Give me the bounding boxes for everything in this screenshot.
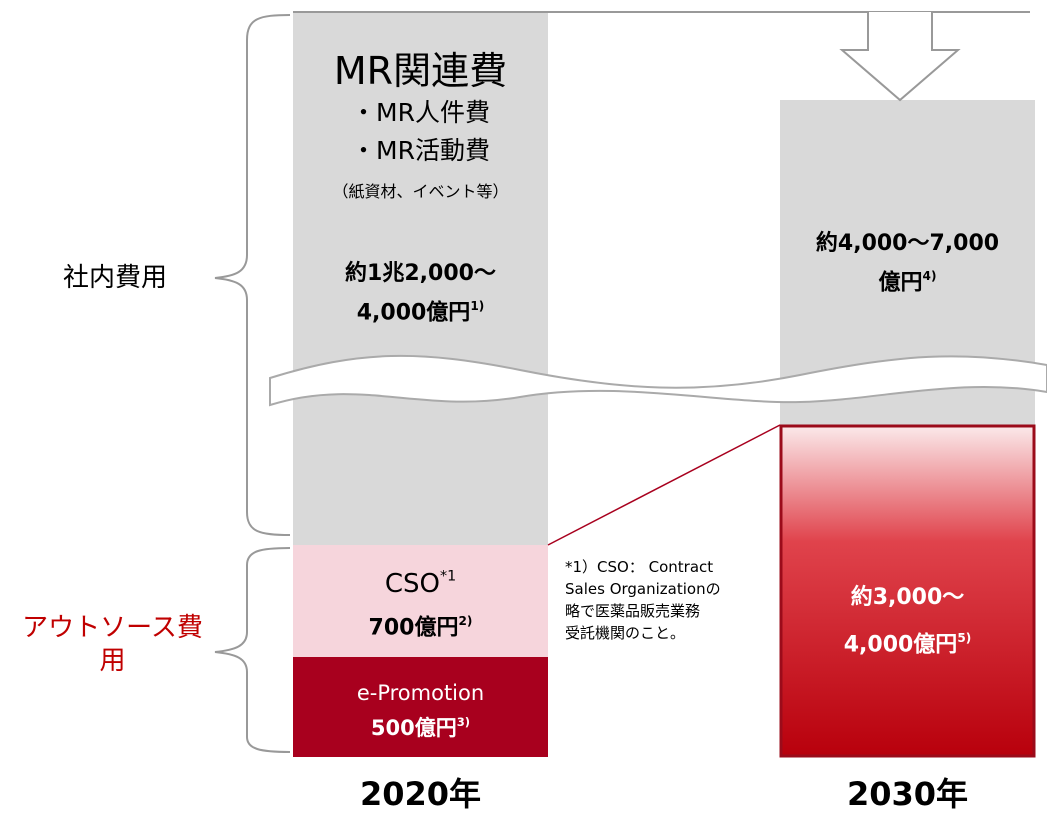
outsource-2030-bar [779,424,1036,758]
footnote-line: 受託機関のこと。 [565,624,686,642]
note: 5) [957,631,972,645]
amount: 約3,000～ 4,000億円5) [780,578,1035,666]
item: ・MR活動費 [351,136,490,165]
amount-line: 4,000億円 [843,632,958,658]
year: 2020年 [359,775,482,813]
note: 2) [458,614,473,628]
amount-line: 約3,000～ [850,585,965,610]
connector [547,424,781,546]
note: 1) [470,299,485,313]
amount: 700億円2) [293,614,548,642]
amount-line: 500億円 [370,716,457,741]
note: 4) [922,269,937,283]
note: *1 [439,568,457,585]
epromo-bar [293,657,548,757]
footnote-line: 略で医薬品販売業務 [565,602,701,620]
amount: 約4,000～7,000 億円4) [780,228,1035,300]
bracket-inhouse [214,14,291,536]
footnote: *1）CSO： Contract Sales Organizationの 略で医… [565,556,775,644]
bracket-outsource [214,547,291,753]
cso-bar [293,545,548,657]
item: ・MR人件費 [351,98,490,127]
amount: 約1兆2,000～ 4,000億円1) [293,258,548,330]
amount-line: 4,000億円 [356,300,471,326]
label-text: CSO [384,569,440,599]
detail: （紙資材、イベント等） [332,182,509,201]
mr-bar [293,12,548,545]
amount-line: 億円 [878,270,923,296]
down-arrow [839,12,961,102]
bracket-label: 社内費用 [62,263,167,293]
amount-line: 約4,000～7,000 [815,231,1000,256]
amount-line: 700億円 [368,615,459,641]
footnote-line: Sales Organizationの [565,580,721,598]
break-wave [269,354,1047,407]
amount-line: 約1兆2,000～ [345,261,496,286]
label: CSO*1 [293,568,548,601]
year: 2030年 [846,775,969,813]
footnote-line: *1）CSO： Contract [565,558,714,576]
amount: 500億円3) [293,715,548,741]
label: e-Promotion [356,681,485,705]
block-title: MR関連費 [333,49,508,93]
note: 3) [456,715,471,729]
bracket-label: アウトソース費用 [22,613,203,676]
